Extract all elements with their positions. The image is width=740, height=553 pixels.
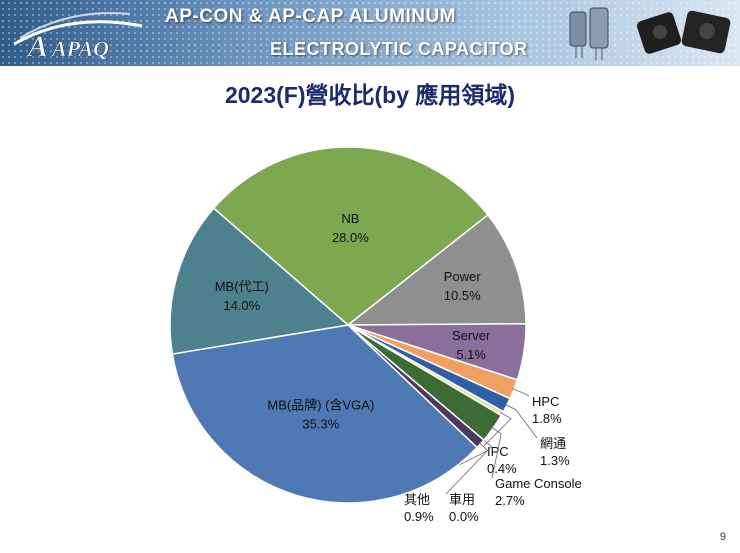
svg-text:A: A xyxy=(26,30,48,63)
leader-line-game-console xyxy=(491,426,502,479)
slice-value-game-console: 2.7% xyxy=(495,493,525,508)
header-title-line1: AP-CON & AP-CAP ALUMINUM xyxy=(165,6,457,27)
page-number: 9 xyxy=(719,531,726,543)
apaq-logo: A APAQ xyxy=(13,12,143,63)
pie-slice-mb-vga xyxy=(171,324,479,504)
slice-value-server: 5.1% xyxy=(456,347,486,362)
slice-name-item: 其他 xyxy=(404,492,430,507)
slice-value-mb: 14.0% xyxy=(223,298,260,313)
slice-value-nb: 28.0% xyxy=(332,230,369,245)
slice-label-power: Power 10.5% xyxy=(444,269,482,303)
slice-label-item: 車用 0.0% xyxy=(449,492,479,524)
slice-name-nb: NB xyxy=(341,211,359,226)
svg-text:APAQ: APAQ xyxy=(50,36,109,61)
slice-label-item: 其他 0.9% xyxy=(404,492,434,524)
leader-line-item xyxy=(504,403,538,439)
slice-value-item: 0.0% xyxy=(449,509,479,524)
header-title-line2: ELECTROLYTIC CAPACITOR xyxy=(270,39,528,59)
pie-slice-mb xyxy=(169,207,350,355)
pie-slice-power xyxy=(345,213,527,326)
slice-label-game-console: Game Console 2.7% xyxy=(495,476,582,508)
slice-name-item: 網通 xyxy=(540,436,566,451)
slice-value-item: 0.9% xyxy=(404,509,434,524)
pie-slice-nb xyxy=(212,146,489,326)
slice-value-mb-vga: 35.3% xyxy=(302,416,339,431)
leader-line-ipc xyxy=(483,412,512,447)
slice-value-item: 1.3% xyxy=(540,453,570,468)
slice-label-mb-vga: MB(品牌) (含VGA) 35.3% xyxy=(267,397,374,431)
slice-label-hpc: HPC 1.8% xyxy=(532,394,562,426)
leader-line-item xyxy=(445,438,493,495)
slice-value-ipc: 0.4% xyxy=(487,461,517,476)
slice-label-item: 網通 1.3% xyxy=(540,436,570,468)
slice-label-server: Server 5.1% xyxy=(452,328,491,362)
slice-value-hpc: 1.8% xyxy=(532,411,562,426)
slice-name-item: 車用 xyxy=(449,492,475,507)
slice-name-hpc: HPC xyxy=(532,394,559,409)
slice-name-game-console: Game Console xyxy=(495,476,582,491)
capacitor-images xyxy=(569,7,731,60)
banner-pattern xyxy=(0,0,740,66)
slice-value-power: 10.5% xyxy=(444,288,481,303)
slice-name-power: Power xyxy=(444,269,482,284)
slice-label-mb: MB(代工) 14.0% xyxy=(215,279,269,313)
slice-name-mb: MB(代工) xyxy=(215,279,269,294)
header-banner: A APAQ AP-CON & AP-CAP ALUMINUM ELECTROL… xyxy=(0,0,740,66)
slice-label-ipc: IPC 0.4% xyxy=(487,444,517,476)
slice-name-mb-vga: MB(品牌) (含VGA) xyxy=(267,397,374,412)
slice-label-nb: NB 28.0% xyxy=(332,211,369,245)
chart-title: 2023(F)營收比(by 應用領域) xyxy=(224,82,516,108)
leader-line-hpc xyxy=(511,388,530,397)
slice-name-server: Server xyxy=(452,328,491,343)
